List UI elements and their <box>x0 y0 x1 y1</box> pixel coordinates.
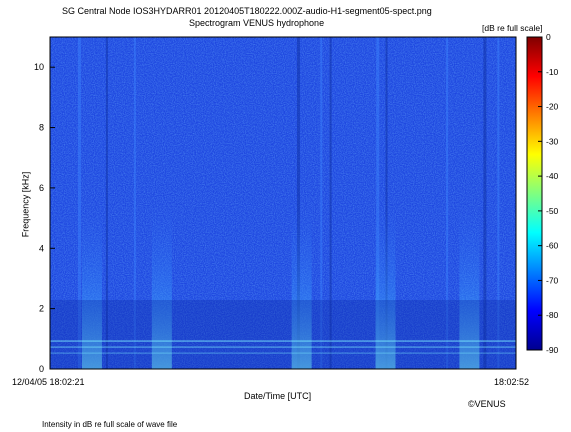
y-tick-label: 8 <box>39 123 44 133</box>
colorbar-tick-label: -60 <box>546 241 559 251</box>
colorbar-tick-label: -90 <box>546 345 559 355</box>
y-axis-label: Frequency [kHz] <box>20 171 31 238</box>
spectrogram-event <box>459 203 480 369</box>
spectrogram-streak <box>483 37 487 369</box>
spectrogram-streak <box>105 37 108 369</box>
spectrogram-streak <box>329 37 332 369</box>
plot-frame <box>49 36 517 370</box>
colorbar-tick-label: -10 <box>546 67 559 77</box>
spectrogram-image <box>50 37 516 369</box>
noise-band <box>50 340 516 342</box>
colorbar <box>526 36 543 351</box>
y-tick-label: 4 <box>39 243 44 253</box>
spectrogram-event <box>151 203 172 369</box>
spectrogram-streak <box>497 37 500 369</box>
colorbar-tick-label: -70 <box>546 275 559 285</box>
spectrogram-event <box>291 203 312 369</box>
x-start-label: 12/04/05 18:02:21 <box>12 377 85 387</box>
colorbar-tick-label: -20 <box>546 102 559 112</box>
credit-label: ©VENUS <box>468 399 506 409</box>
x-end-label: 18:02:52 <box>494 377 530 387</box>
footer-note: Intensity in dB re full scale of wave fi… <box>42 420 178 429</box>
colorbar-tick-label: -30 <box>546 136 559 146</box>
y-tick-label: 6 <box>39 183 44 193</box>
colorbar-label: [dB re full scale] <box>482 23 543 33</box>
chart-title: SG Central Node IOS3HYDARR01 20120405T18… <box>62 6 432 16</box>
noise-band <box>50 352 516 354</box>
y-tick-label: 10 <box>34 62 44 72</box>
spectrogram-streak <box>446 37 449 369</box>
spectrogram-streak <box>77 37 81 369</box>
colorbar-tick-label: 0 <box>546 32 551 42</box>
colorbar-tick-label: -40 <box>546 171 559 181</box>
spectrogram-streak <box>133 37 136 369</box>
y-tick-label: 0 <box>39 364 44 374</box>
spectrogram-event <box>81 203 102 369</box>
y-tick-label: 2 <box>39 304 44 314</box>
noise-band <box>50 346 516 348</box>
colorbar-tick-label: -50 <box>546 206 559 216</box>
colorbar-tick-label: -80 <box>546 310 559 320</box>
x-axis-label: Date/Time [UTC] <box>244 391 312 401</box>
spectrogram-streak <box>320 37 323 369</box>
chart-subtitle: Spectrogram VENUS hydrophone <box>189 18 325 28</box>
spectrogram-event <box>375 203 396 369</box>
